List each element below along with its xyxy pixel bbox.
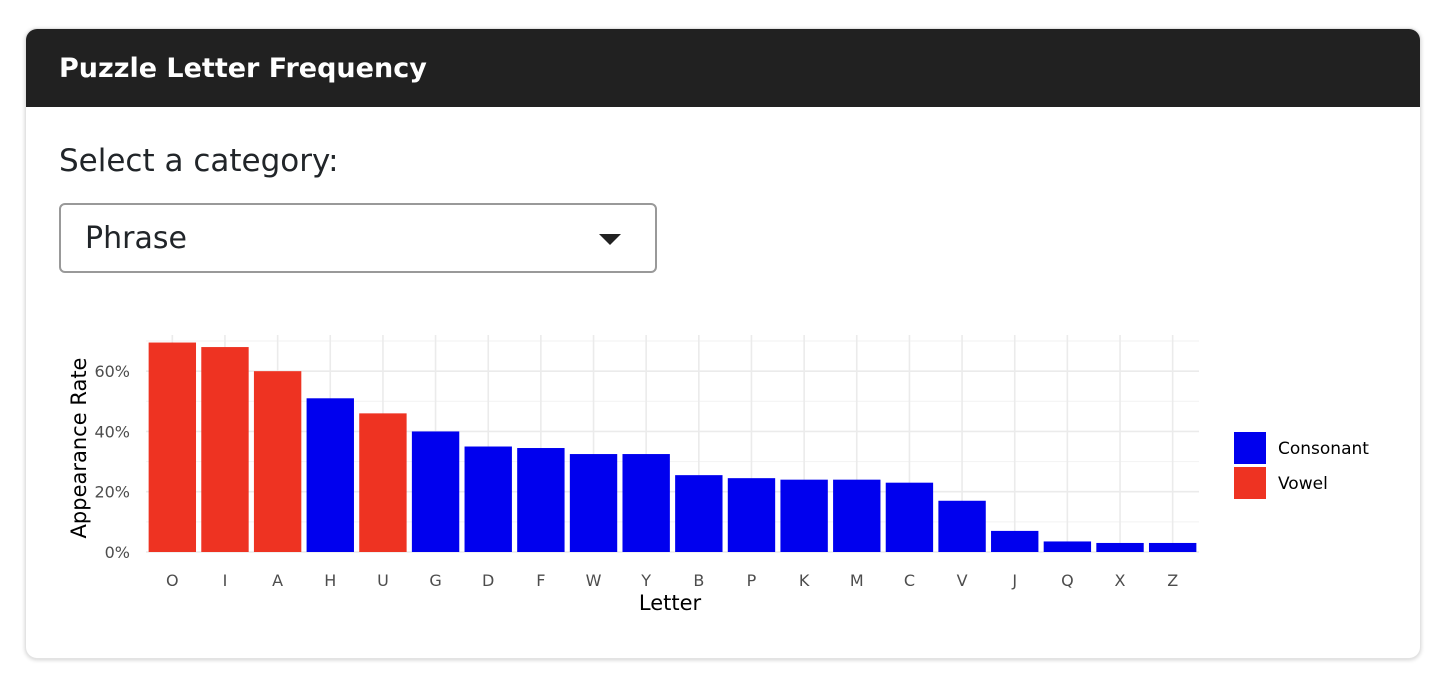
bar-V — [938, 500, 986, 552]
bar-I — [201, 347, 249, 552]
x-tick-label: B — [693, 571, 704, 590]
chart-grid — [146, 335, 1199, 553]
x-tick-label: M — [850, 571, 864, 590]
category-select-label: Select a category: — [59, 143, 339, 179]
x-tick-label: Q — [1061, 571, 1074, 590]
bar-H — [306, 398, 354, 552]
x-tick-label: A — [272, 571, 283, 590]
chevron-down-icon — [599, 234, 621, 245]
bar-A — [253, 371, 302, 552]
y-axis-labels: 0% 20% 40% 60% — [94, 362, 130, 562]
bar-M — [833, 479, 881, 552]
y-tick-label: 0% — [105, 543, 130, 562]
bar-U — [359, 413, 407, 552]
bar-P — [727, 478, 776, 552]
bar-J — [991, 530, 1039, 552]
x-tick-label: C — [904, 571, 915, 590]
y-axis-title: Appearance Rate — [67, 358, 91, 539]
bar-Z — [1148, 542, 1197, 552]
x-axis-title: Letter — [639, 591, 702, 615]
bar-K — [780, 479, 828, 552]
x-tick-label: J — [1011, 571, 1017, 590]
y-tick-label: 20% — [94, 483, 130, 502]
x-tick-label: P — [747, 571, 757, 590]
x-tick-label: U — [377, 571, 389, 590]
bar-B — [675, 475, 723, 552]
x-tick-label: V — [957, 571, 968, 590]
x-tick-label: Z — [1167, 571, 1178, 590]
y-tick-label: 60% — [94, 362, 130, 381]
card-title: Puzzle Letter Frequency — [59, 52, 427, 84]
x-tick-label: X — [1115, 571, 1126, 590]
chart-legend: Consonant Vowel — [1234, 432, 1369, 499]
legend-swatch-consonant — [1234, 432, 1266, 464]
bar-Q — [1043, 541, 1092, 552]
x-tick-label: W — [586, 571, 602, 590]
bar-O — [148, 342, 197, 552]
legend-label-vowel: Vowel — [1278, 474, 1328, 494]
chart-bars — [148, 342, 1197, 552]
bar-F — [517, 448, 565, 552]
legend-label-consonant: Consonant — [1278, 439, 1369, 459]
x-tick-label: D — [482, 571, 494, 590]
x-tick-label: G — [429, 571, 441, 590]
card-header: Puzzle Letter Frequency — [26, 29, 1420, 107]
x-tick-label: K — [799, 571, 810, 590]
chart-card: Puzzle Letter Frequency Select a categor… — [25, 28, 1421, 659]
x-tick-label: O — [166, 571, 179, 590]
x-tick-label: Y — [640, 571, 651, 590]
legend-swatch-vowel — [1234, 467, 1266, 499]
x-tick-label: H — [324, 571, 336, 590]
bar-C — [885, 482, 934, 552]
bar-Y — [622, 454, 670, 552]
category-select-value: Phrase — [85, 220, 187, 256]
x-tick-label: F — [536, 571, 545, 590]
bar-X — [1096, 542, 1144, 552]
bar-D — [464, 446, 512, 552]
bar-G — [411, 431, 460, 552]
y-tick-label: 40% — [94, 422, 130, 441]
x-tick-label: I — [223, 571, 228, 590]
bar-W — [569, 454, 618, 552]
category-select[interactable]: Phrase — [59, 203, 657, 273]
